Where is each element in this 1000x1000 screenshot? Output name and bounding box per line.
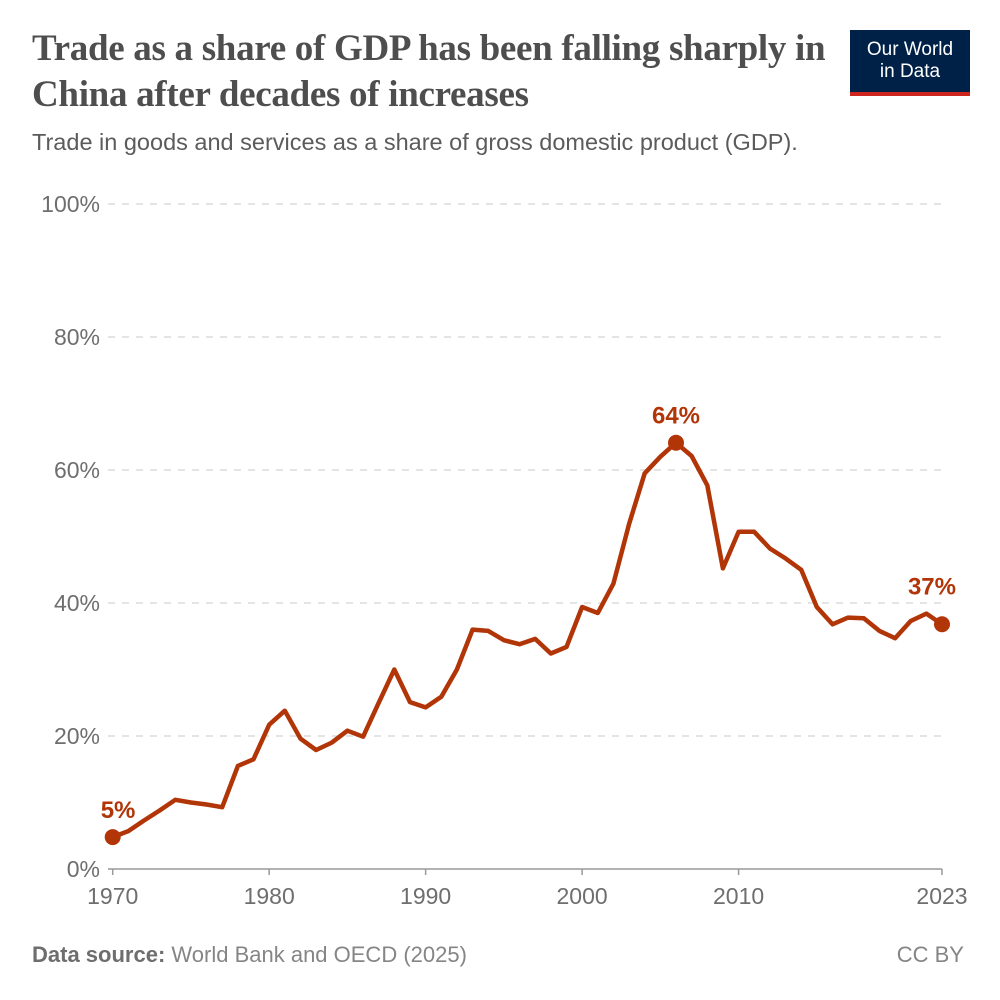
x-tick-label: 2000 [557,883,608,909]
x-tick-label: 1990 [400,883,451,909]
chart-header: Trade as a share of GDP has been falling… [32,26,842,156]
logo-line-1: Our World [866,39,954,60]
data-label: 64% [652,403,700,430]
logo-line-2: in Data [879,61,941,82]
y-tick-label: 40% [54,590,100,616]
data-source-text[interactable]: World Bank and OECD (2025) [171,942,467,967]
y-tick-label: 0% [67,856,100,882]
x-tick-label: 1970 [87,883,138,909]
highlight-dot [934,616,950,633]
chart-subtitle: Trade in goods and services as a share o… [32,129,798,155]
y-tick-label: 60% [54,457,100,483]
data-label: 5% [101,797,136,824]
series-line [110,440,945,840]
y-tick-label: 20% [54,723,100,749]
x-tick-label: 2010 [713,883,764,909]
y-tick-label: 80% [54,324,100,350]
x-tick-label: 2023 [916,883,967,909]
y-tick-label: 100% [41,191,100,217]
highlight-dot [104,829,121,846]
data-source: Data source: World Bank and OECD (2025) [32,942,467,968]
highlight-dot [667,434,684,451]
chart-title: Trade as a share of GDP has been falling… [32,28,826,115]
x-tick-label: 1980 [244,883,295,909]
owid-logo[interactable]: Our World in Data [850,30,970,96]
data-source-label: Data source: [32,942,166,967]
data-label: 37% [908,573,956,600]
license[interactable]: CC BY [896,942,964,967]
